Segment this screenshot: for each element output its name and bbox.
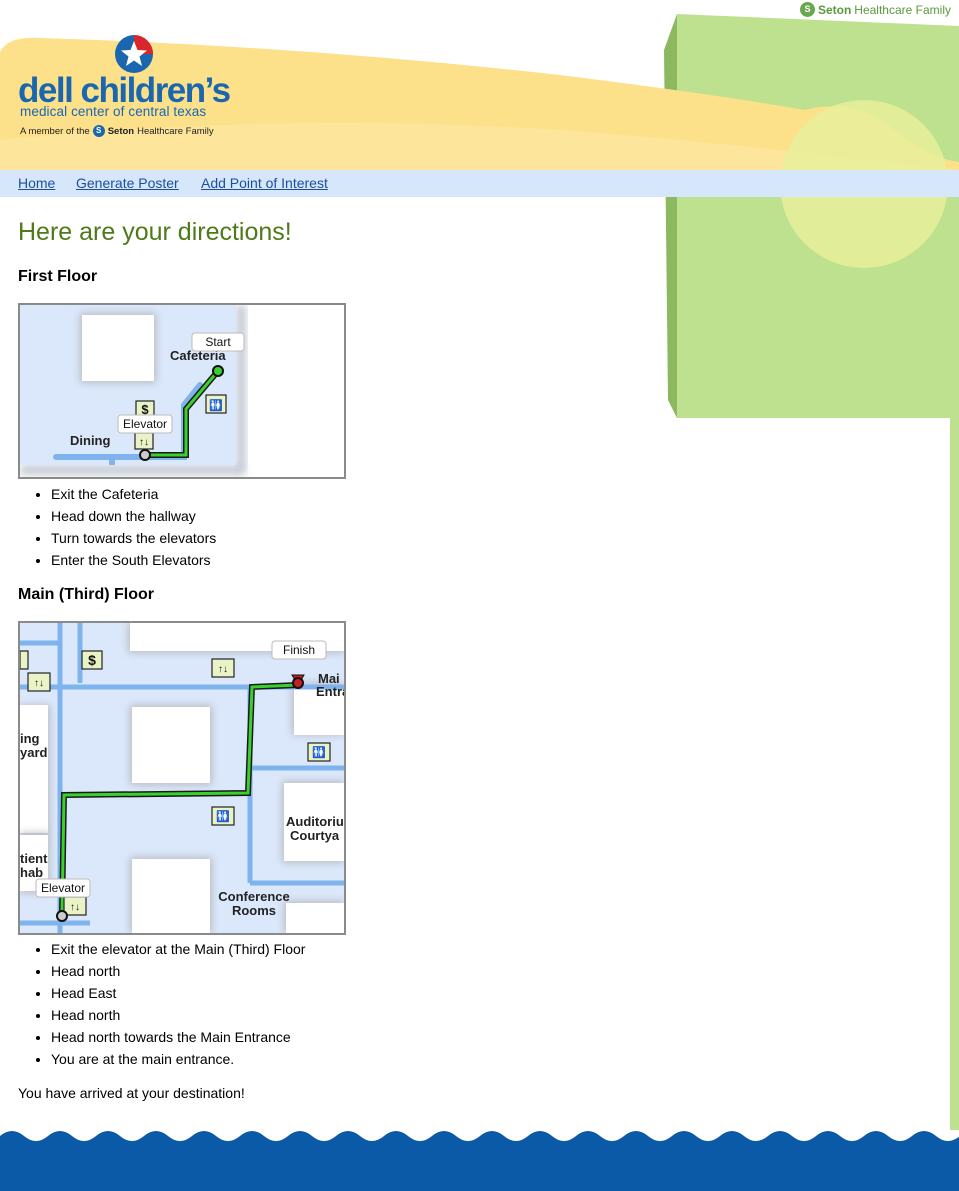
first-floor-steps: Exit the Cafeteria Head down the hallway…: [18, 483, 216, 571]
step-item: Turn towards the elevators: [51, 527, 216, 549]
map-label-auditorium-2: Courtya: [290, 828, 340, 843]
logo-subtitle: medical center of central texas: [20, 104, 207, 119]
svg-text:$: $: [141, 402, 149, 417]
main-floor-steps: Exit the elevator at the Main (Third) Fl…: [18, 938, 305, 1070]
member-rest: Healthcare Family: [137, 125, 214, 137]
step-item: You are at the main entrance.: [51, 1048, 305, 1070]
map-label-main-entrance-2: Entrai: [316, 684, 344, 699]
footer-wave: [0, 1131, 959, 1191]
nav-generate-poster-link[interactable]: Generate Poster: [76, 175, 179, 191]
elevator-icon: ↑↓: [27, 672, 51, 692]
restroom-icon: 🚻: [211, 806, 235, 826]
step-item: Exit the elevator at the Main (Third) Fl…: [51, 938, 305, 960]
map-label-main-entrance-1: Mai: [318, 671, 340, 686]
elevator-icon: ↑↓: [134, 432, 154, 450]
map-label-elevator: Elevator: [123, 417, 167, 431]
step-item: Head north towards the Main Entrance: [51, 1026, 305, 1048]
sand-ridge: [0, 122, 959, 170]
finish-callout: [271, 640, 327, 660]
first-floor-map-svg: $ 🚻 ↑↓ Cafeteria Dining Start Elevator: [20, 305, 246, 475]
svg-text:🚻: 🚻: [209, 399, 223, 412]
main-floor-map-svg: $ ↑↓ ↑↓ ↑↓ 🚻 🚻: [20, 623, 344, 933]
map-label-elevator: Elevator: [41, 881, 85, 895]
seton-brand-rest: Healthcare Family: [854, 2, 951, 17]
map-label-courtyard-1: ing: [20, 731, 40, 746]
step-item: Head East: [51, 982, 305, 1004]
star-badge-icon: [115, 35, 153, 73]
map-label-rehab-1: tient: [20, 851, 48, 866]
floor-title-main: Main (Third) Floor: [18, 586, 154, 603]
elevator-callout: [117, 414, 173, 434]
map-label-dining: Dining: [70, 433, 110, 448]
svg-text:↑↓: ↑↓: [139, 437, 149, 448]
first-floor-map[interactable]: $ 🚻 ↑↓ Cafeteria Dining Start Elevator: [18, 303, 346, 479]
logo-member-line: A member of the S Seton Healthcare Famil…: [20, 125, 214, 137]
step-item: Enter the South Elevators: [51, 549, 216, 571]
floor-title-first: First Floor: [18, 268, 98, 285]
right-edge-stripe: [950, 418, 959, 1130]
seton-healthcare-family-brand: S Seton Healthcare Family: [799, 2, 951, 17]
start-marker: [212, 365, 224, 377]
restroom-icon: 🚻: [205, 394, 227, 414]
finish-marker: [292, 677, 304, 689]
map-label-auditorium-1: Auditoriu: [286, 814, 344, 829]
step-item: Head north: [51, 1004, 305, 1026]
svg-text:$: $: [88, 652, 96, 668]
map-label-conference-1: Conference: [218, 889, 290, 904]
main-floor-map[interactable]: $ ↑↓ ↑↓ ↑↓ 🚻 🚻: [18, 621, 346, 935]
green-panel-shade: [664, 14, 677, 418]
map-label-courtyard-2: yard: [20, 745, 48, 760]
elevator-marker: [56, 910, 68, 922]
svg-text:🚻: 🚻: [312, 746, 326, 759]
map-label-rehab-2: hab: [20, 865, 43, 880]
svg-text:↑↓: ↑↓: [70, 902, 80, 913]
member-bold: Seton: [107, 125, 135, 137]
svg-text:🚻: 🚻: [216, 810, 230, 823]
seton-small-icon: S: [92, 125, 105, 137]
elevator-icon: ↑↓: [211, 658, 235, 678]
logo-title: dell children’s: [18, 71, 231, 110]
main-nav: Home Generate Poster Add Point of Intere…: [0, 170, 959, 197]
page-title: Here are your directions!: [18, 218, 292, 246]
map-label-conference-2: Rooms: [232, 903, 276, 918]
map-label-cafeteria: Cafeteria: [170, 348, 226, 363]
elevator-callout: [35, 878, 91, 898]
start-callout: [191, 332, 245, 352]
restroom-icon: 🚻: [307, 742, 331, 762]
arrival-message: You have arrived at your destination!: [18, 1085, 245, 1101]
step-item: Head north: [51, 960, 305, 982]
nav-home-link[interactable]: Home: [18, 175, 56, 191]
step-item: Exit the Cafeteria: [51, 483, 216, 505]
member-prefix: A member of the: [20, 125, 90, 137]
svg-text:↑↓: ↑↓: [218, 664, 228, 675]
map-label-finish: Finish: [283, 643, 315, 657]
svg-text:↑↓: ↑↓: [34, 678, 44, 689]
elevator-icon: [20, 650, 29, 670]
elevator-marker: [139, 449, 151, 461]
step-item: Head down the hallway: [51, 505, 216, 527]
seton-logo-icon: S: [799, 2, 815, 17]
elevator-icon: ↑↓: [63, 896, 87, 916]
seton-brand-bold: Seton: [817, 2, 852, 17]
nav-add-poi-link[interactable]: Add Point of Interest: [201, 175, 328, 191]
map-label-start: Start: [205, 335, 231, 349]
dell-childrens-logo[interactable]: dell children’s medical center of centra…: [18, 34, 258, 144]
dollar-icon: $: [81, 650, 103, 670]
